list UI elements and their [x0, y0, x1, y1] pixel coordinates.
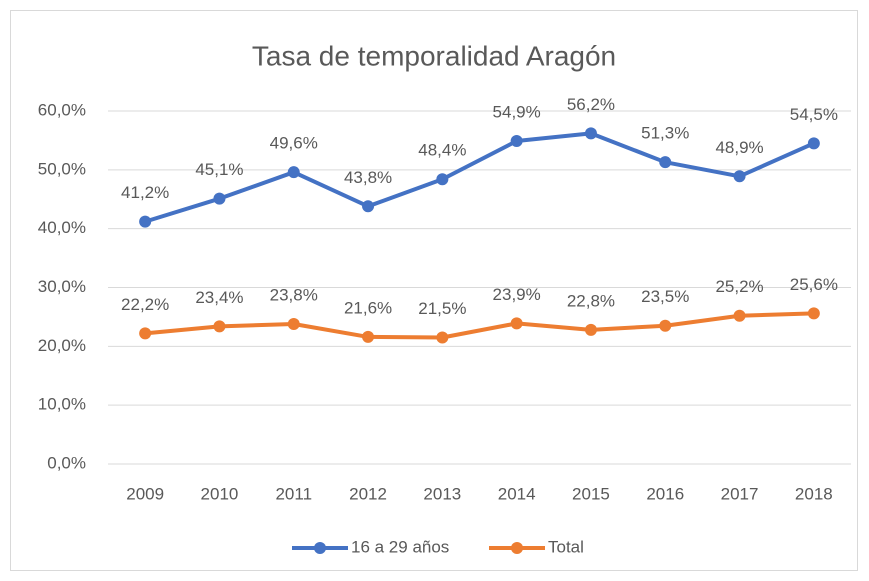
x-tick-label: 2018 — [795, 484, 833, 503]
series-line — [143, 131, 816, 224]
data-label: 48,9% — [715, 138, 763, 157]
y-tick-label: 20,0% — [38, 336, 86, 355]
chart-border — [10, 10, 858, 571]
point-marker — [139, 327, 152, 340]
point-marker — [733, 309, 746, 322]
x-tick-label: 2010 — [201, 484, 239, 503]
point-marker — [584, 127, 597, 140]
chart-title: Tasa de temporalidad Aragón — [252, 40, 616, 71]
data-label: 21,6% — [344, 298, 392, 317]
data-label: 45,1% — [195, 160, 243, 179]
point-marker — [510, 317, 523, 330]
y-tick-label: 0,0% — [47, 453, 86, 472]
x-tick-label: 2009 — [126, 484, 164, 503]
data-label: 51,3% — [641, 124, 689, 143]
legend-marker — [314, 542, 326, 554]
data-label: 23,9% — [493, 285, 541, 304]
point-marker — [362, 200, 375, 213]
x-tick-label: 2014 — [498, 484, 536, 503]
data-label: 23,5% — [641, 287, 689, 306]
point-marker — [362, 330, 375, 343]
x-tick-label: 2013 — [423, 484, 461, 503]
legend-label: 16 a 29 años — [351, 537, 449, 556]
x-tick-label: 2015 — [572, 484, 610, 503]
data-label: 43,8% — [344, 168, 392, 187]
point-marker — [659, 156, 672, 169]
point-marker — [733, 170, 746, 183]
x-tick-label: 2016 — [646, 484, 684, 503]
data-label: 25,6% — [790, 275, 838, 294]
point-marker — [584, 323, 597, 336]
point-marker — [436, 173, 449, 186]
legend-marker — [511, 542, 523, 554]
data-label: 56,2% — [567, 95, 615, 114]
y-tick-label: 30,0% — [38, 277, 86, 296]
point-marker — [807, 307, 820, 320]
data-label: 48,4% — [418, 141, 466, 160]
data-label: 49,6% — [270, 134, 318, 153]
x-tick-label: 2011 — [275, 484, 312, 503]
point-marker — [436, 331, 449, 344]
point-marker — [510, 135, 523, 148]
data-label: 54,5% — [790, 105, 838, 124]
point-marker — [659, 319, 672, 332]
data-label: 54,9% — [493, 102, 541, 121]
y-tick-label: 10,0% — [38, 395, 86, 414]
x-tick-label: 2017 — [721, 484, 759, 503]
x-tick-label: 2012 — [349, 484, 387, 503]
point-marker — [213, 320, 226, 333]
y-tick-label: 50,0% — [38, 159, 86, 178]
point-marker — [213, 192, 226, 205]
data-label: 23,8% — [270, 285, 318, 304]
data-label: 25,2% — [715, 277, 763, 296]
point-marker — [807, 137, 820, 150]
point-marker — [139, 215, 152, 228]
data-label: 22,2% — [121, 295, 169, 314]
data-label: 41,2% — [121, 183, 169, 202]
legend-label: Total — [548, 537, 584, 556]
data-label: 21,5% — [418, 299, 466, 318]
point-marker — [287, 317, 300, 330]
data-label: 22,8% — [567, 291, 615, 310]
y-tick-label: 60,0% — [38, 100, 86, 119]
y-tick-label: 40,0% — [38, 218, 86, 237]
series-line — [143, 311, 816, 340]
data-label: 23,4% — [195, 288, 243, 307]
point-marker — [287, 166, 300, 179]
